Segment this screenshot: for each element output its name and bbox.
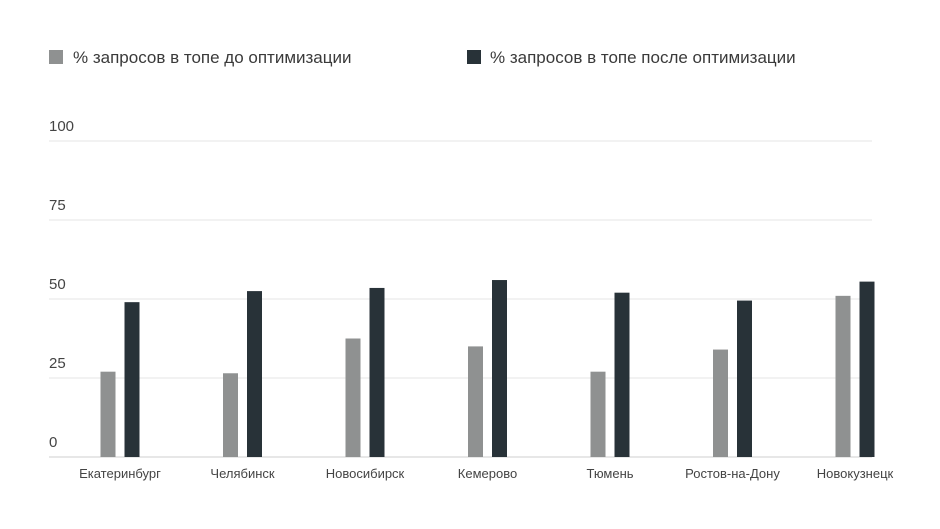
bar-before bbox=[713, 349, 728, 457]
y-axis-ticks: 0 25 50 75 100 bbox=[49, 118, 74, 451]
x-tick-label: Ростов-на-Дону bbox=[685, 466, 780, 481]
y-tick-label: 0 bbox=[49, 434, 57, 451]
bar-after bbox=[247, 291, 262, 457]
x-tick-label: Новосибирск bbox=[326, 466, 405, 481]
y-tick-label: 25 bbox=[49, 355, 66, 372]
x-tick-label: Челябинск bbox=[210, 466, 274, 481]
y-tick-label: 75 bbox=[49, 197, 66, 214]
bar-after bbox=[737, 300, 752, 457]
y-tick-label: 50 bbox=[49, 276, 66, 293]
bar-before bbox=[345, 338, 361, 457]
bar-after bbox=[369, 287, 385, 457]
bar-after bbox=[614, 292, 630, 457]
bar-after bbox=[492, 280, 507, 457]
x-tick-label: Кемерово bbox=[458, 466, 517, 481]
bar-after bbox=[124, 302, 140, 457]
bar-before bbox=[835, 295, 851, 457]
bar-before bbox=[468, 346, 483, 457]
legend: % запросов в топе до оптимизации % запро… bbox=[49, 48, 796, 67]
bar-after bbox=[859, 281, 875, 457]
bar-before bbox=[223, 373, 238, 457]
x-axis-ticks: Екатеринбург Челябинск Новосибирск Кемерово… bbox=[79, 466, 893, 481]
x-tick-label: Новокузнецк bbox=[817, 466, 894, 481]
bar-before bbox=[100, 371, 116, 457]
legend-swatch-after bbox=[467, 50, 481, 64]
bar-before bbox=[590, 371, 606, 457]
x-tick-label: Екатеринбург bbox=[79, 466, 161, 481]
gridlines bbox=[49, 140, 872, 458]
bars bbox=[100, 280, 875, 457]
y-tick-label: 100 bbox=[49, 118, 74, 135]
legend-label-before: % запросов в топе до оптимизации bbox=[73, 48, 352, 67]
legend-label-after: % запросов в топе после оптимизации bbox=[490, 48, 796, 67]
legend-swatch-before bbox=[49, 50, 63, 64]
x-tick-label: Тюмень bbox=[586, 466, 633, 481]
